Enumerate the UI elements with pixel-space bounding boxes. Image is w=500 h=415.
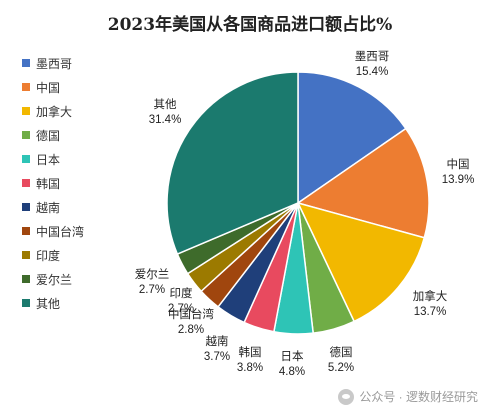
legend-swatch <box>22 107 30 115</box>
legend-label: 日本 <box>36 152 61 167</box>
legend-label: 墨西哥 <box>36 56 73 71</box>
slice-name-label: 日本 <box>281 349 304 363</box>
legend-item: 印度 <box>22 247 162 263</box>
legend-swatch <box>22 59 30 67</box>
watermark-text: 公众号 · 逻数财经研究 <box>359 390 478 404</box>
legend-item: 其他 <box>22 295 162 311</box>
legend-label: 印度 <box>36 248 61 263</box>
slice-value-label: 13.9% <box>442 174 475 186</box>
chart-title: 2023年美国从各国商品进口额占比% <box>107 15 393 35</box>
pie-slice <box>166 71 299 256</box>
legend-item: 韩国 <box>22 175 162 191</box>
slice-name-label: 墨西哥 <box>355 50 390 63</box>
watermark: 公众号 · 逻数财经研究 <box>338 388 478 405</box>
legend-item: 越南 <box>22 199 162 215</box>
slice-value-label: 3.7% <box>204 351 230 363</box>
legend-label: 越南 <box>36 200 61 215</box>
legend-swatch <box>22 275 30 283</box>
legend-item: 爱尔兰 <box>22 271 162 287</box>
legend-item: 中国 <box>22 79 162 95</box>
slice-name-label: 其他 <box>154 98 177 111</box>
slice-value-label: 3.8% <box>237 362 263 374</box>
wechat-icon <box>338 388 355 405</box>
slice-name-label: 越南 <box>206 334 229 348</box>
legend-label: 加拿大 <box>36 104 73 119</box>
slice-name-label: 加拿大 <box>413 289 448 303</box>
legend-swatch <box>22 299 30 307</box>
legend-swatch <box>22 131 30 139</box>
slice-name-label: 中国台湾 <box>168 307 214 321</box>
slice-value-label: 15.4% <box>356 66 389 78</box>
legend-swatch <box>22 227 30 235</box>
legend-swatch <box>22 203 30 211</box>
pie-slice <box>296 127 430 239</box>
slice-value-label: 13.7% <box>414 306 447 318</box>
legend-item: 中国台湾 <box>22 223 162 239</box>
pie-slice <box>297 71 407 205</box>
legend-label: 中国台湾 <box>36 224 85 239</box>
legend-item: 墨西哥 <box>22 55 162 71</box>
pie-slice <box>296 201 426 323</box>
slice-name-label: 印度 <box>170 286 193 300</box>
legend-swatch <box>22 155 30 163</box>
legend-label: 德国 <box>36 128 61 143</box>
legend-swatch <box>22 83 30 91</box>
slice-value-label: 2.8% <box>178 324 204 336</box>
legend-label: 中国 <box>36 80 61 95</box>
slice-value-label: 5.2% <box>328 362 354 374</box>
legend-label: 其他 <box>36 296 61 311</box>
legend-swatch <box>22 251 30 259</box>
slice-value-label: 2.7% <box>139 284 165 296</box>
legend-swatch <box>22 179 30 187</box>
legend-label: 爱尔兰 <box>36 272 73 287</box>
slice-name-label: 爱尔兰 <box>135 267 170 281</box>
slice-value-label: 31.4% <box>149 114 182 126</box>
legend-item: 日本 <box>22 151 162 167</box>
slice-name-label: 中国 <box>447 158 470 171</box>
slice-value-label: 4.8% <box>279 366 305 378</box>
legend-item: 德国 <box>22 127 162 143</box>
slice-value-label: 2.7% <box>168 303 194 315</box>
slice-name-label: 韩国 <box>239 345 262 359</box>
legend-item: 加拿大 <box>22 103 162 119</box>
legend-label: 韩国 <box>36 176 61 191</box>
slice-name-label: 德国 <box>330 345 353 359</box>
